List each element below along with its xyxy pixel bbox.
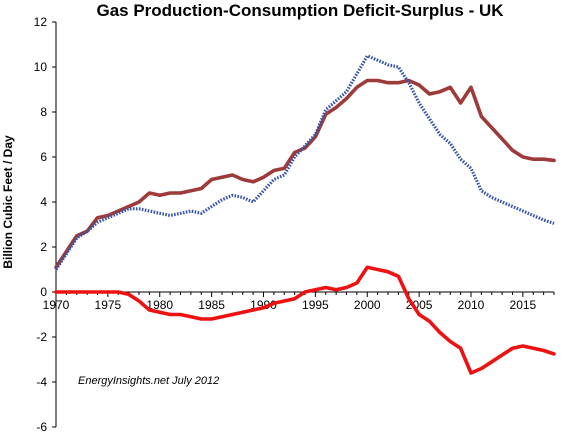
y-tick-label: 2 — [40, 240, 47, 254]
y-tick-label: 8 — [40, 105, 47, 119]
y-tick-label: 4 — [40, 195, 47, 209]
series-1-line — [54, 78, 556, 270]
series-2-line — [54, 54, 555, 271]
y-tick-label: -4 — [36, 375, 47, 389]
y-axis-label: Billion Cubic Feet / Day — [1, 135, 15, 269]
x-tick-label: 1970 — [43, 298, 70, 312]
y-tick-label: 12 — [34, 15, 48, 29]
x-tick-label: 1975 — [95, 298, 122, 312]
series-layer — [54, 54, 556, 375]
x-tick-label: 2015 — [510, 298, 537, 312]
y-tick-label: -6 — [36, 420, 47, 434]
x-tick-label: 1985 — [198, 298, 225, 312]
source-annotation: EnergyInsights.net July 2012 — [78, 375, 219, 387]
x-tick-label: 1980 — [146, 298, 173, 312]
x-tick-label: 1995 — [302, 298, 329, 312]
y-tick-label: 6 — [40, 150, 47, 164]
chart-title: Gas Production-Consumption Deficit-Surpl… — [96, 1, 504, 20]
series-3-line — [54, 265, 556, 375]
x-tick-label: 2000 — [354, 298, 381, 312]
y-tick-label: -2 — [36, 330, 47, 344]
y-tick-label: 0 — [40, 285, 47, 299]
x-tick-label: 2010 — [458, 298, 485, 312]
y-tick-label: 10 — [34, 60, 48, 74]
